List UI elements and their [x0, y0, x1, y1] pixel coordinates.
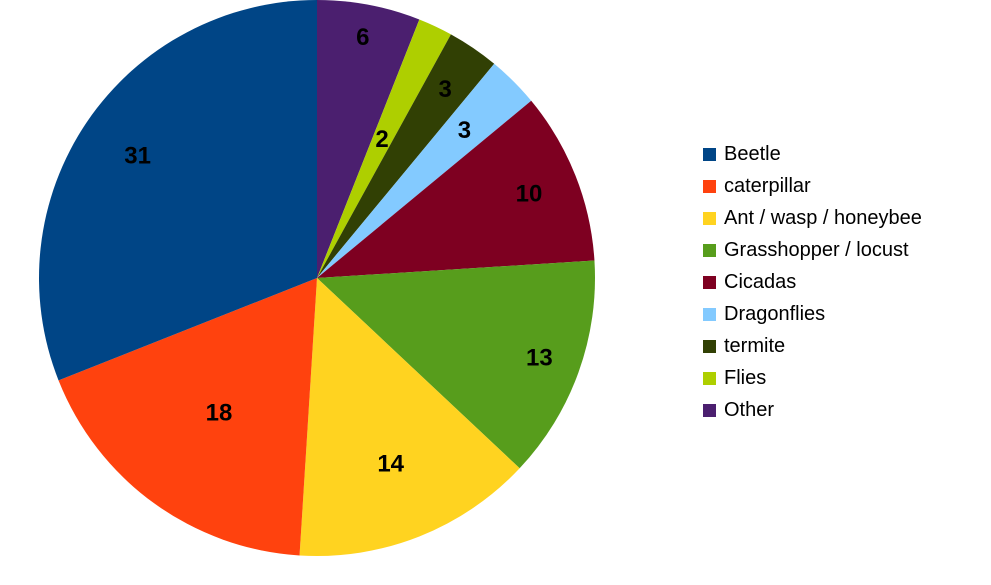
legend-label: Ant / wasp / honeybee [724, 206, 922, 229]
legend-swatch [703, 403, 716, 417]
legend-swatch [703, 371, 716, 385]
legend-label: Dragonflies [724, 302, 826, 325]
legend-item-termite: termite [703, 330, 922, 362]
pie-slice-other [317, 0, 420, 278]
data-label-termite: 3 [438, 76, 451, 103]
pie-slice-grasshopper-locust [317, 260, 595, 469]
pie-slice-beetle [38, 0, 318, 381]
legend-swatch [703, 275, 716, 289]
legend-swatch [703, 147, 716, 161]
legend-label: Other [724, 398, 775, 421]
legend-item-grasshopper-locust: Grasshopper / locust [703, 234, 922, 266]
data-label-beetle: 31 [124, 143, 151, 170]
pie-slice-caterpillar [58, 278, 318, 556]
pie-slice-ant-wasp-honeybee [299, 278, 520, 556]
pie-slice-cicadas [317, 100, 595, 278]
legend-item-ant-wasp-honeybee: Ant / wasp / honeybee [703, 202, 922, 234]
pie-slices [38, 0, 595, 556]
pie-slice-flies [317, 19, 451, 279]
data-label-grasshopper-locust: 13 [526, 345, 553, 372]
legend-item-flies: Flies [703, 362, 922, 394]
legend-item-beetle: Beetle [703, 138, 922, 170]
legend-label: Beetle [724, 142, 781, 165]
legend-swatch [703, 339, 716, 353]
data-label-dragonflies: 3 [458, 117, 471, 144]
legend-label: Flies [724, 366, 767, 389]
legend-swatch [703, 179, 716, 193]
legend-label: caterpillar [724, 174, 811, 197]
chart-legend: Beetle caterpillar Ant / wasp / honeybee Gr… [703, 138, 922, 426]
legend-swatch [703, 307, 716, 321]
data-label-cicadas: 10 [516, 181, 543, 208]
legend-label: Cicadas [724, 270, 797, 293]
legend-label: Grasshopper / locust [724, 238, 909, 261]
legend-item-dragonflies: Dragonflies [703, 298, 922, 330]
legend-item-cicadas: Cicadas [703, 266, 922, 298]
legend-item-caterpillar: caterpillar [703, 170, 922, 202]
legend-label: termite [724, 334, 786, 357]
data-label-caterpillar: 18 [206, 399, 233, 426]
legend-swatch [703, 211, 716, 225]
data-label-other: 6 [356, 24, 369, 51]
pie-slice-termite [317, 34, 495, 278]
data-label-flies: 2 [375, 126, 388, 153]
legend-item-other: Other [703, 394, 922, 426]
pie-data-labels: 6 2 33 10 13 14 18 31 [124, 24, 552, 477]
data-label-ant-wasp-honeybee: 14 [377, 451, 404, 478]
pie-slice-dragonflies [317, 63, 532, 278]
legend-swatch [703, 243, 716, 257]
